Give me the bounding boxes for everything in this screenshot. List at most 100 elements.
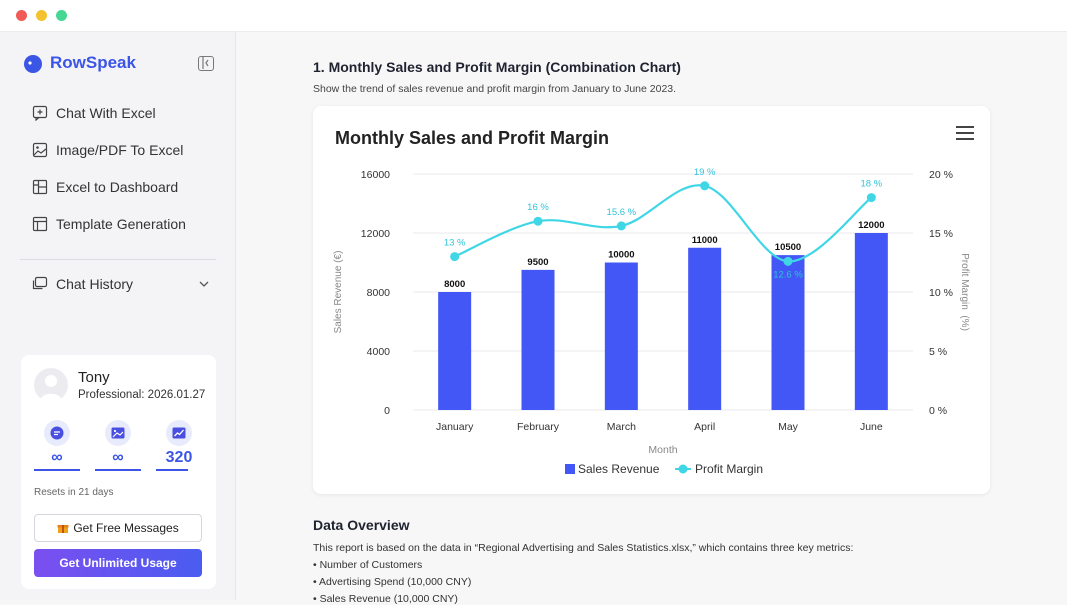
bar-sales-revenue (854, 233, 888, 410)
reset-note: Resets in 21 days (34, 487, 114, 498)
point-profit-margin (783, 256, 793, 266)
stat-value: ∞ (112, 449, 124, 466)
y-tick-label: 0 (384, 405, 390, 417)
sidebar-item-image-pdf-to-excel[interactable]: Image/PDF To Excel (32, 142, 183, 158)
chevron-down-icon[interactable] (198, 278, 210, 290)
bar-sales-revenue (604, 262, 638, 410)
bar-sales-revenue (438, 292, 472, 410)
window-titlebar (0, 0, 1067, 32)
sidebar-item-label: Excel to Dashboard (56, 179, 179, 195)
line-data-label: 15.6 % (607, 207, 637, 218)
y-tick-label: 4000 (367, 346, 391, 358)
get-unlimited-usage-button[interactable]: Get Unlimited Usage (34, 549, 202, 577)
bar-sales-revenue (521, 269, 555, 410)
button-label: Get Unlimited Usage (59, 556, 177, 570)
x-tick-label: March (607, 421, 636, 433)
user-card: Tony Professional: 2026.01.27 ∞ ∞ 320 Re… (21, 355, 216, 589)
y2-tick-label: 20 % (929, 169, 953, 181)
sidebar-item-chat-with-excel[interactable]: Chat With Excel (32, 105, 156, 121)
bar-data-label: 12000 (858, 220, 884, 231)
point-profit-margin (533, 216, 543, 226)
x-tick-label: April (694, 421, 715, 433)
line-data-label: 12.6 % (773, 269, 803, 280)
legend-label: Profit Margin (695, 462, 763, 476)
get-free-messages-button[interactable]: Get Free Messages (34, 514, 202, 542)
legend-swatch-sales-revenue (565, 464, 575, 474)
section-description: Show the trend of sales revenue and prof… (313, 83, 677, 95)
stat-messages: ∞ (34, 420, 80, 471)
sidebar-collapse-icon[interactable] (198, 56, 214, 71)
close-window-dot[interactable] (16, 10, 27, 21)
point-profit-margin (616, 221, 626, 231)
gift-icon (57, 525, 69, 533)
brand[interactable]: RowSpeak (22, 52, 136, 74)
sidebar-item-excel-to-dashboard[interactable]: Excel to Dashboard (32, 179, 178, 195)
line-data-label: 19 % (694, 167, 716, 178)
image-icon (32, 142, 48, 158)
user-plan: Professional: 2026.01.27 (78, 389, 206, 401)
x-tick-label: June (860, 421, 883, 433)
x-tick-label: May (778, 421, 799, 433)
sidebar-item-label: Chat With Excel (56, 105, 156, 121)
sidebar-item-chat-history[interactable]: Chat History (32, 276, 210, 292)
chart-card: Monthly Sales and Profit Margin 0 4000 800… (313, 106, 990, 494)
maximize-window-dot[interactable] (56, 10, 67, 21)
sidebar-item-label: Image/PDF To Excel (56, 142, 184, 158)
line-data-label: 18 % (861, 179, 883, 190)
picture-icon (111, 427, 125, 439)
y-tick-label: 16000 (361, 169, 390, 181)
y2-tick-label: 10 % (929, 287, 953, 299)
bar-data-label: 10000 (608, 250, 634, 261)
bar-data-label: 9500 (527, 257, 548, 268)
legend-label: Sales Revenue (578, 462, 660, 476)
point-profit-margin (700, 181, 710, 191)
legend-marker-profit-margin (678, 464, 688, 474)
y-tick-label: 12000 (361, 228, 390, 240)
chart-title: Monthly Sales and Profit Margin (335, 128, 610, 148)
point-profit-margin (450, 252, 460, 262)
brand-name: RowSpeak (50, 53, 136, 72)
logo-icon (24, 55, 42, 73)
user-name: Tony (78, 369, 110, 386)
avatar[interactable] (34, 368, 68, 402)
section-title: 1. Monthly Sales and Profit Margin (Comb… (313, 59, 681, 75)
overview-metric: • Number of Customers (313, 559, 423, 571)
overview-intro: This report is based on the data in “Reg… (313, 542, 854, 554)
sidebar-item-label: Chat History (56, 276, 134, 292)
template-icon (32, 216, 48, 232)
bar-sales-revenue (771, 255, 805, 410)
chart-icon (172, 427, 186, 439)
chat-plus-icon (32, 105, 48, 121)
sidebar-item-label: Template Generation (56, 216, 186, 232)
chart-menu-icon[interactable] (956, 126, 974, 144)
y-tick-label: 8000 (367, 287, 391, 299)
overview-title: Data Overview (313, 517, 410, 533)
stat-charts: 320 (156, 420, 202, 471)
chat-history-icon (32, 276, 48, 290)
minimize-window-dot[interactable] (36, 10, 47, 21)
y2-tick-label: 0 % (929, 405, 947, 417)
sidebar-divider (20, 259, 216, 260)
bar-sales-revenue (688, 247, 722, 410)
point-profit-margin (866, 193, 876, 203)
x-tick-label: February (517, 421, 560, 433)
button-label: Get Free Messages (73, 521, 179, 535)
dashboard-icon (32, 179, 48, 195)
overview-metric: • Sales Revenue (10,000 CNY) (313, 593, 458, 605)
y2-tick-label: 15 % (929, 228, 953, 240)
y-axis-title: Sales Revenue (€) (333, 251, 344, 334)
main-content: 1. Monthly Sales and Profit Margin (Comb… (237, 32, 1067, 605)
bar-data-label: 10500 (775, 242, 801, 253)
y2-tick-label: 5 % (929, 346, 947, 358)
sidebar-item-template-generation[interactable]: Template Generation (32, 216, 186, 232)
y2-axis-title: Profit Margin (%) (959, 253, 970, 331)
line-data-label: 16 % (527, 202, 549, 213)
stat-value: 320 (165, 449, 193, 466)
overview-metric: • Advertising Spend (10,000 CNY) (313, 576, 472, 588)
bar-data-label: 8000 (444, 279, 465, 290)
message-icon (50, 426, 64, 440)
line-profit-margin (454, 184, 873, 263)
stat-images: ∞ (95, 420, 141, 471)
sidebar: RowSpeak Chat With Excel Image/PDF To Ex… (0, 32, 236, 600)
x-tick-label: January (436, 421, 474, 433)
